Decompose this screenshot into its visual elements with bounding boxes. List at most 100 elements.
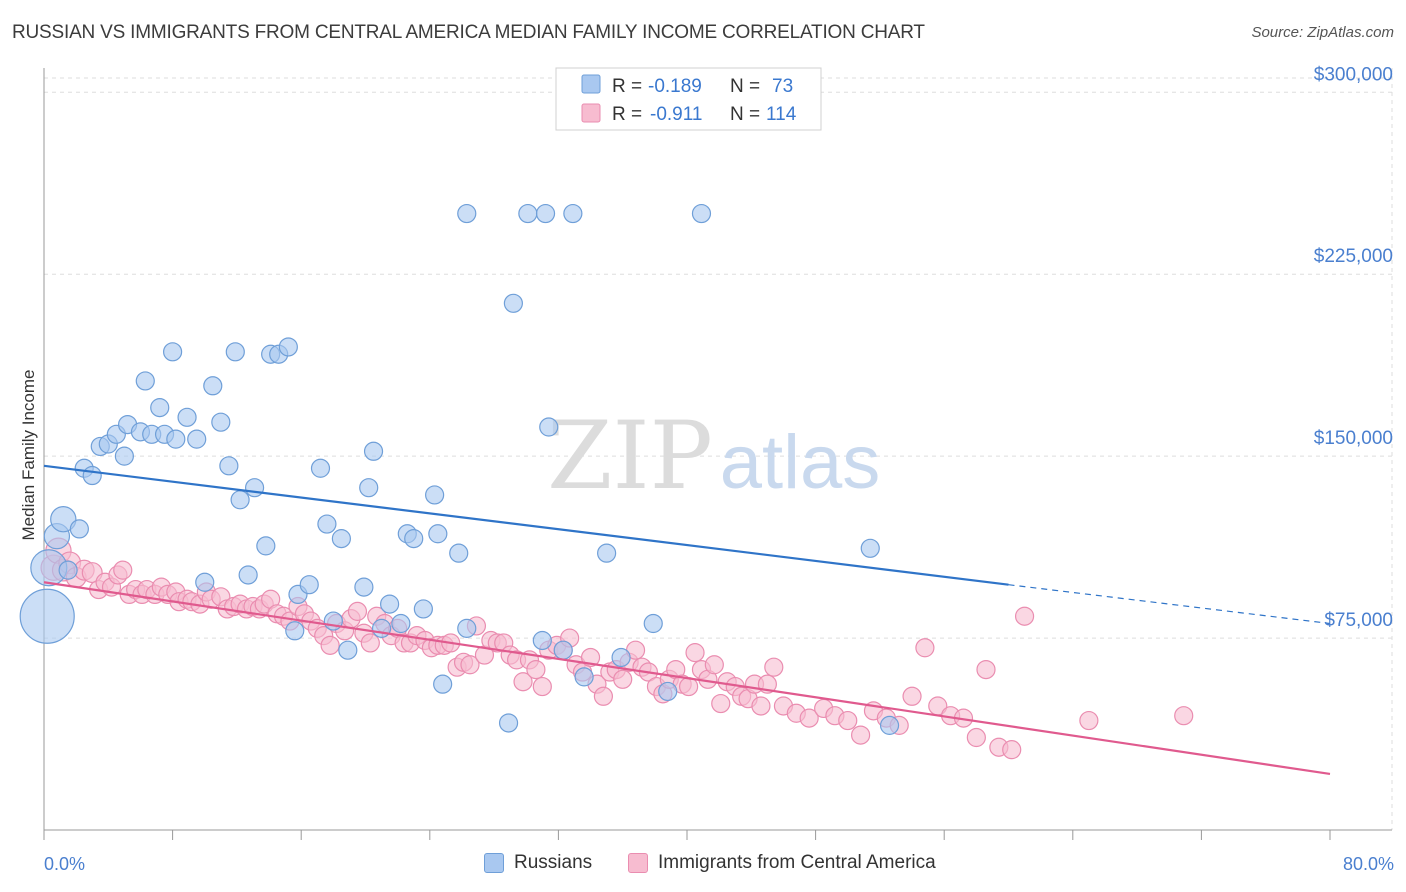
immigrants-trend-line xyxy=(43,581,1331,775)
immigrants-point xyxy=(751,696,771,716)
immigrants-point xyxy=(685,643,705,663)
russians-point xyxy=(611,647,631,668)
russians-point xyxy=(643,613,663,634)
russians-point xyxy=(539,417,559,437)
russians-point xyxy=(518,203,538,224)
y-tick-label: $225,000 xyxy=(1314,246,1393,267)
legend-stats: R = -0.189 N = 73 R = -0.911 N = 114 xyxy=(555,67,822,131)
trend-lines xyxy=(43,464,1331,775)
russians-point xyxy=(19,588,75,644)
immigrants-point xyxy=(113,560,133,580)
immigrants-point xyxy=(1079,710,1099,731)
russians-point xyxy=(363,441,384,461)
russians-point xyxy=(597,543,617,563)
russians-trend-line xyxy=(43,464,1009,586)
russians-point xyxy=(58,560,78,580)
russians-point xyxy=(285,621,305,641)
russians-point xyxy=(428,524,448,544)
legend-swatch-immigrants xyxy=(581,103,601,123)
legend-label-immigrants: Immigrants from Central America xyxy=(658,852,936,873)
russians-point xyxy=(413,599,433,619)
immigrants-point xyxy=(613,669,633,689)
russians-point xyxy=(256,536,276,556)
russians-point xyxy=(69,519,89,539)
russians-point xyxy=(535,203,556,224)
immigrants-point xyxy=(711,693,731,714)
immigrants-point xyxy=(838,710,858,731)
y-tick-label: $150,000 xyxy=(1314,428,1393,449)
legend-bottom: Russians Immigrants from Central America xyxy=(0,852,1406,878)
immigrants-point xyxy=(347,601,368,621)
source-credit: Source: ZipAtlas.com xyxy=(1251,24,1394,41)
russians-point xyxy=(860,538,880,558)
axes xyxy=(43,68,1392,840)
immigrants-point xyxy=(915,638,935,658)
immigrants-point xyxy=(764,657,784,677)
legend-item-russians: Russians xyxy=(484,852,592,874)
russians-point xyxy=(211,412,231,432)
russians-point xyxy=(150,398,170,418)
russians-point xyxy=(532,630,552,651)
russians-point xyxy=(354,577,374,597)
russians-point xyxy=(449,543,469,563)
russians-point xyxy=(317,514,337,534)
russians-point xyxy=(457,203,477,224)
legend-r-value-russians: -0.189 xyxy=(648,76,702,97)
chart-title: RUSSIAN VS IMMIGRANTS FROM CENTRAL AMERI… xyxy=(12,22,925,43)
russians-point xyxy=(177,407,197,427)
legend-n-value-immigrants: 114 xyxy=(766,104,797,125)
russians-point xyxy=(391,613,411,634)
immigrants-point xyxy=(704,655,724,675)
russians-trend-line-extension xyxy=(1008,584,1331,625)
russians-point xyxy=(563,203,583,224)
russians-point xyxy=(433,674,453,694)
x-tick-label-min: 0.0% xyxy=(44,854,85,874)
legend-label-russians: Russians xyxy=(514,852,593,873)
russians-point xyxy=(425,485,445,505)
russians-point xyxy=(404,529,424,549)
russians-point xyxy=(230,490,250,510)
legend-r-label-immigrants: R = xyxy=(612,104,642,125)
russians-point xyxy=(135,371,155,391)
immigrants-point xyxy=(526,659,546,680)
immigrants-point xyxy=(902,686,922,706)
russians-point xyxy=(498,713,519,733)
russians-point xyxy=(50,506,77,533)
immigrants-point xyxy=(532,676,552,697)
russians-point xyxy=(225,342,245,362)
russians-point xyxy=(238,565,258,585)
russians-point xyxy=(310,458,331,478)
immigrants-point xyxy=(1002,740,1022,760)
russians-point xyxy=(380,594,400,614)
russians-point xyxy=(338,640,358,660)
immigrants-point xyxy=(1014,606,1035,626)
legend-n-value-russians: 73 xyxy=(772,76,793,97)
legend-r-label-russians: R = xyxy=(612,76,642,97)
russians-point xyxy=(371,618,392,638)
russians-point xyxy=(553,640,573,660)
legend-r-value-immigrants: -0.911 xyxy=(650,104,702,125)
legend-swatch-russians xyxy=(484,853,504,873)
russians-point xyxy=(691,203,712,224)
immigrants-point xyxy=(851,725,871,745)
russians-point xyxy=(658,681,678,702)
legend-n-label-russians: N = xyxy=(730,76,760,97)
russians-point xyxy=(574,667,594,687)
data-points xyxy=(19,203,1194,760)
legend-n-label-immigrants: N = xyxy=(730,104,760,125)
russians-point xyxy=(299,575,319,595)
russians-point xyxy=(331,529,351,549)
russians-point xyxy=(278,337,298,357)
legend-item-immigrants: Immigrants from Central America xyxy=(628,852,936,874)
y-tick-label: $300,000 xyxy=(1314,64,1393,85)
immigrants-point xyxy=(966,727,986,748)
russians-point xyxy=(503,293,523,313)
y-tick-labels: $75,000 $150,000 $225,000 $300,000 xyxy=(1314,64,1393,631)
x-tick-label-max: 80.0% xyxy=(1343,854,1394,874)
russians-point xyxy=(195,572,215,592)
russians-point xyxy=(114,446,134,466)
russians-point xyxy=(457,618,477,638)
russians-point xyxy=(82,465,102,486)
russians-point xyxy=(187,429,207,449)
